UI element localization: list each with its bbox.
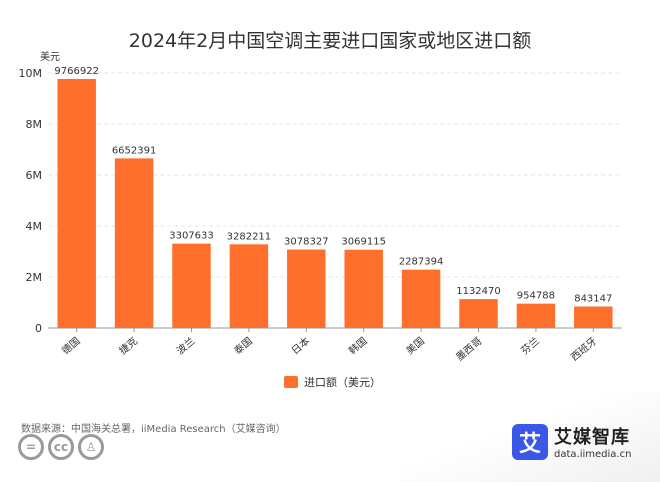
y-axis-label: 美元 [40,50,60,63]
data-label: 3307633 [169,231,214,242]
brand-logo: 艾 艾媒智库 data.iimedia.cn [512,423,631,460]
bar-chart: 美元 0 2M 4M 6M 8M 10M 9766922 德国 6652391 捷克 3307633 波… [19,50,622,364]
y-tick-label: 2M [26,271,43,284]
bar [114,158,154,328]
x-tick-label: 日本 [289,334,313,357]
data-label: 3282211 [227,231,272,242]
x-tick-label: 西班牙 [569,335,600,363]
y-tick-label: 4M [26,220,43,233]
legend-swatch [284,376,298,388]
data-label: 9766922 [54,66,99,77]
y-tick-label: 8M [26,118,43,131]
brand-icon: 艾 [512,423,548,460]
bar [459,299,498,328]
y-tick-label: 10M [19,67,43,80]
legend-label: 进口额（美元） [304,376,381,389]
license-icons: = cc ♙ [18,434,104,460]
x-tick-label: 波兰 [174,334,198,357]
data-label: 843147 [574,293,612,304]
bar [57,78,96,329]
data-label: 6652391 [112,145,157,156]
y-tick-label: 6M [26,169,43,182]
x-tick-label: 美国 [403,334,427,357]
data-label: 2287394 [399,257,444,268]
bar [516,303,556,328]
x-tick-label: 墨西哥 [454,335,485,363]
chart-title: 2024年2月中国空调主要进口国家或地区进口额 [128,30,532,52]
source-note: 数据来源：中国海关总署，iiMedia Research（艾媒咨询） [21,424,286,435]
bar [172,243,211,328]
cc-icon: cc [48,434,74,460]
bar [401,269,441,328]
bar [229,244,269,328]
brand-url: data.iimedia.cn [554,449,632,460]
data-label: 3069115 [341,237,386,248]
x-tick-label: 捷克 [116,334,140,357]
data-label: 954788 [517,291,555,302]
x-tick-label: 德国 [59,334,83,357]
brand-name: 艾媒智库 [554,427,630,448]
equals-icon: = [18,434,44,460]
x-tick-label: 韩国 [346,334,370,357]
bar [287,249,326,328]
x-tick-label: 泰国 [231,334,255,357]
x-tick-label: 芬兰 [518,334,542,357]
data-label: 1132470 [456,286,501,297]
legend: 进口额（美元） [284,374,381,390]
bar [344,249,383,328]
person-icon: ♙ [78,434,104,460]
y-tick-label: 0 [35,322,42,335]
bar [574,306,613,328]
data-label: 3078327 [284,237,329,248]
